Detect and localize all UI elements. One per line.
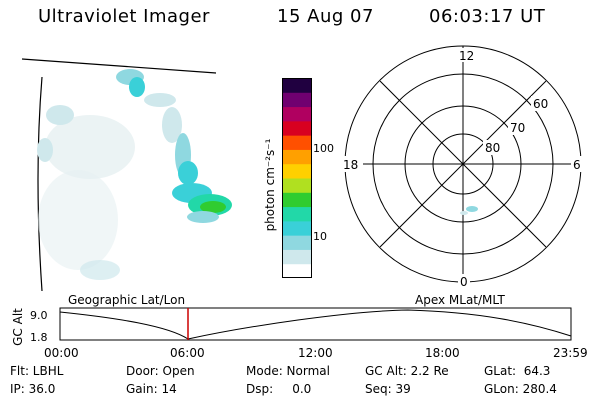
orbit-x-tick-4: 23:59: [553, 346, 588, 360]
colorbar-swatch: [282, 263, 312, 278]
ip-status: IP: 36.0: [10, 382, 56, 396]
colorbar-frame: [282, 78, 312, 278]
colorbar-swatch: [282, 220, 312, 236]
title: Ultraviolet Imager: [38, 6, 210, 27]
gain-status: Gain: 14: [126, 382, 177, 396]
mlt-label-0: 0: [460, 275, 468, 289]
limb-left-line: [37, 76, 43, 292]
dsp-status: Dsp: 0.0: [246, 382, 312, 396]
colorbar: [282, 78, 312, 278]
time: 06:03:17 UT: [429, 6, 546, 27]
seq-status: Seq: 39: [365, 382, 411, 396]
colorbar-tick-100: 100: [313, 142, 334, 155]
colorbar-swatch: [282, 92, 312, 108]
colorbar-swatch: [282, 120, 312, 136]
orbit-x-tick-3: 18:00: [425, 346, 460, 360]
auroral-image: [21, 58, 232, 292]
orbit-x-tick-1: 06:00: [170, 346, 205, 360]
colorbar-tick-10: 10: [313, 230, 327, 243]
colorbar-label: photon cm⁻²s⁻¹: [263, 138, 277, 232]
date: 15 Aug 07: [277, 6, 374, 27]
orbit-left-title: Geographic Lat/Lon: [68, 293, 186, 307]
gc-alt-status: GC Alt: 2.2 Re: [365, 364, 449, 378]
filter-status: Flt: LBHL: [10, 364, 64, 378]
aurora-emission: [37, 69, 232, 280]
mlt-label-6: 6: [573, 158, 581, 172]
diagonal-2: [379, 80, 547, 248]
colorbar-swatch: [282, 78, 312, 93]
colorbar-swatch: [282, 135, 312, 150]
colorbar-swatch: [282, 192, 312, 208]
mlt-label-18: 18: [343, 158, 358, 172]
horizon-top-line: [21, 58, 217, 74]
orbit-y-tick-max: 9.0: [30, 309, 48, 322]
orbit-y-axis-label: GC Alt: [11, 308, 25, 346]
door-status: Door: Open: [126, 364, 195, 378]
glat-status: GLat: 64.3: [484, 364, 551, 378]
colorbar-swatch: [282, 178, 312, 193]
colorbar-swatch: [282, 149, 312, 165]
mlt-label-12: 12: [459, 49, 474, 63]
lat-label-70: 70: [510, 121, 525, 135]
orbit-x-tick-2: 12:00: [298, 346, 333, 360]
mode-status: Mode: Normal: [246, 364, 330, 378]
lat-label-60: 60: [533, 97, 548, 111]
orbit-plot-frame: [59, 307, 572, 341]
colorbar-swatch: [282, 163, 312, 179]
orbit-x-tick-0: 00:00: [44, 346, 79, 360]
glon-status: GLon: 280.4: [484, 382, 557, 396]
colorbar-swatch: [282, 106, 312, 122]
altitude-curve: [59, 309, 572, 340]
colorbar-swatch: [282, 235, 312, 250]
orbit-y-tick-min: 1.8: [30, 331, 48, 344]
orbit-plot: [59, 307, 572, 341]
polar-grid: 12 18 6 0 60 70 80: [341, 45, 585, 289]
colorbar-swatch: [282, 206, 312, 222]
lat-label-80: 80: [485, 141, 500, 155]
orbit-right-title: Apex MLat/MLT: [415, 293, 505, 307]
colorbar-swatch: [282, 249, 312, 265]
polar-aurora-patch: [460, 206, 478, 215]
